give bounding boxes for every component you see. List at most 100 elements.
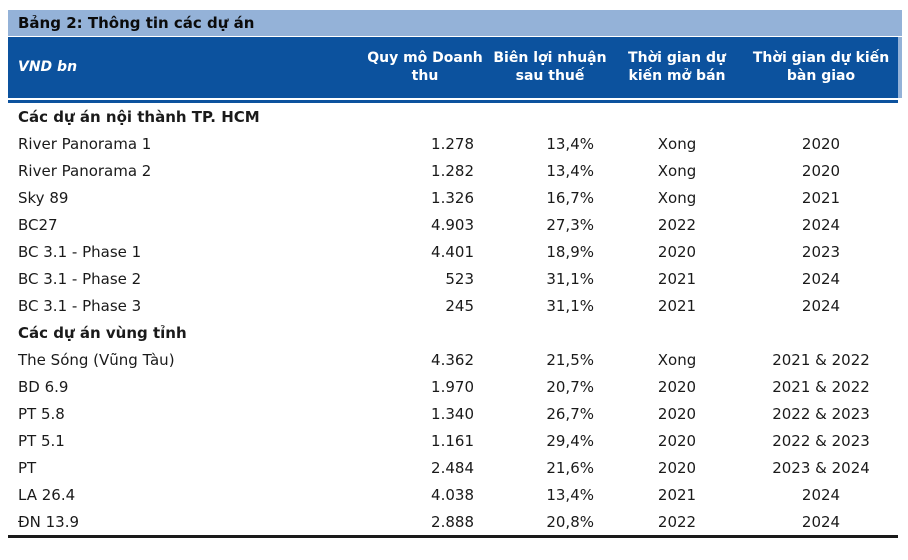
report-table: Bảng 2: Thông tin các dự án VND bn Quy m… <box>8 10 902 538</box>
handover-date-value: 2022 & 2023 <box>772 431 870 450</box>
project-name: PT 5.1 <box>18 431 65 450</box>
handover-date-value: 2023 & 2024 <box>772 458 870 477</box>
project-name: LA 26.4 <box>18 485 76 504</box>
revenue-value: 1.326 <box>431 188 474 207</box>
project-name: BD 6.9 <box>18 377 69 396</box>
revenue-value: 523 <box>445 269 474 288</box>
open-date-value: Xong <box>657 134 697 153</box>
header-revenue: Quy mô Doanh thu <box>367 50 483 84</box>
open-date-value: 2020 <box>657 242 697 261</box>
project-name: Các dự án nội thành TP. HCM <box>18 107 260 126</box>
table-row: ĐN 13.9 2.888 20,8% 2022 2024 <box>8 508 898 535</box>
project-name: The Sóng (Vũng Tàu) <box>18 350 175 369</box>
revenue-value: 1.161 <box>431 431 474 450</box>
table-row: River Panorama 2 1.282 13,4% Xong 2020 <box>8 157 898 184</box>
margin-value: 31,1% <box>546 296 594 315</box>
project-name: BC 3.1 - Phase 3 <box>18 296 142 315</box>
margin-value: 20,8% <box>546 512 594 531</box>
header-margin: Biên lợi nhuận sau thuế <box>493 50 607 84</box>
open-date-value: 2021 <box>657 269 697 288</box>
table-row: BC27 4.903 27,3% 2022 2024 <box>8 211 898 238</box>
table-row: PT 2.484 21,6% 2020 2023 & 2024 <box>8 454 898 481</box>
open-date-value: 2021 <box>657 296 697 315</box>
revenue-value: 1.340 <box>431 404 474 423</box>
table-title-bar: Bảng 2: Thông tin các dự án <box>8 10 902 36</box>
handover-date-value: 2024 <box>801 215 841 234</box>
open-date-value: 2020 <box>657 431 697 450</box>
margin-value: 29,4% <box>546 431 594 450</box>
table-row: BC 3.1 - Phase 3 245 31,1% 2021 2024 <box>8 292 898 319</box>
handover-date-value: 2024 <box>801 512 841 531</box>
margin-value: 31,1% <box>546 269 594 288</box>
handover-date-value: 2024 <box>801 296 841 315</box>
revenue-value: 1.278 <box>431 134 474 153</box>
project-name: BC 3.1 - Phase 1 <box>18 242 142 261</box>
open-date-value: Xong <box>657 350 697 369</box>
project-name: BC27 <box>18 215 58 234</box>
table-row: PT 5.8 1.340 26,7% 2020 2022 & 2023 <box>8 400 898 427</box>
table-body: Các dự án nội thành TP. HCM River Panora… <box>8 103 898 535</box>
handover-date-value: 2020 <box>801 161 841 180</box>
open-date-value: 2022 <box>657 215 697 234</box>
header-open-date: Thời gian dự kiến mở bán <box>628 50 726 84</box>
header-rule <box>8 100 898 103</box>
handover-date-value: 2023 <box>801 242 841 261</box>
handover-date-value: 2021 & 2022 <box>772 377 870 396</box>
section-row: Các dự án nội thành TP. HCM <box>8 103 898 130</box>
table-title: Bảng 2: Thông tin các dự án <box>18 14 255 32</box>
table-row: BC 3.1 - Phase 2 523 31,1% 2021 2024 <box>8 265 898 292</box>
table-row: The Sóng (Vũng Tàu) 4.362 21,5% Xong 202… <box>8 346 898 373</box>
revenue-value: 4.903 <box>431 215 474 234</box>
handover-date-value: 2021 <box>801 188 841 207</box>
project-name: BC 3.1 - Phase 2 <box>18 269 142 288</box>
revenue-value: 1.282 <box>431 161 474 180</box>
revenue-value: 2.484 <box>431 458 474 477</box>
margin-value: 13,4% <box>546 134 594 153</box>
project-name: Sky 89 <box>18 188 69 207</box>
revenue-value: 4.038 <box>431 485 474 504</box>
project-name: River Panorama 2 <box>18 161 152 180</box>
revenue-value: 2.888 <box>431 512 474 531</box>
header-unit: VND bn <box>18 58 78 75</box>
project-name: River Panorama 1 <box>18 134 152 153</box>
margin-value: 20,7% <box>546 377 594 396</box>
margin-value: 27,3% <box>546 215 594 234</box>
header-handover-date: Thời gian dự kiến bàn giao <box>752 50 890 84</box>
project-name: PT <box>18 458 37 477</box>
handover-date-value: 2024 <box>801 485 841 504</box>
margin-value: 13,4% <box>546 161 594 180</box>
header-gap <box>8 98 898 100</box>
open-date-value: 2020 <box>657 377 697 396</box>
open-date-value: 2020 <box>657 458 697 477</box>
handover-date-value: 2020 <box>801 134 841 153</box>
table-row: BD 6.9 1.970 20,7% 2020 2021 & 2022 <box>8 373 898 400</box>
margin-value: 21,6% <box>546 458 594 477</box>
table-row: LA 26.4 4.038 13,4% 2021 2024 <box>8 481 898 508</box>
table-row: BC 3.1 - Phase 1 4.401 18,9% 2020 2023 <box>8 238 898 265</box>
project-name: Các dự án vùng tỉnh <box>18 323 187 342</box>
handover-date-value: 2021 & 2022 <box>772 350 870 369</box>
margin-value: 21,5% <box>546 350 594 369</box>
handover-date-value: 2022 & 2023 <box>772 404 870 423</box>
margin-value: 16,7% <box>546 188 594 207</box>
revenue-value: 4.362 <box>431 350 474 369</box>
table-row: Sky 89 1.326 16,7% Xong 2021 <box>8 184 898 211</box>
project-name: PT 5.8 <box>18 404 65 423</box>
revenue-value: 1.970 <box>431 377 474 396</box>
table-row: PT 5.1 1.161 29,4% 2020 2022 & 2023 <box>8 427 898 454</box>
open-date-value: Xong <box>657 161 697 180</box>
column-header-row: VND bn Quy mô Doanh thu Biên lợi nhuận s… <box>8 37 898 98</box>
project-name: ĐN 13.9 <box>18 512 80 531</box>
column-header-wrap: VND bn Quy mô Doanh thu Biên lợi nhuận s… <box>8 37 902 98</box>
open-date-value: 2021 <box>657 485 697 504</box>
revenue-value: 4.401 <box>431 242 474 261</box>
open-date-value: Xong <box>657 188 697 207</box>
revenue-value: 245 <box>445 296 474 315</box>
margin-value: 13,4% <box>546 485 594 504</box>
section-row: Các dự án vùng tỉnh <box>8 319 898 346</box>
margin-value: 18,9% <box>546 242 594 261</box>
margin-value: 26,7% <box>546 404 594 423</box>
open-date-value: 2022 <box>657 512 697 531</box>
table-bottom-rule <box>8 535 898 538</box>
open-date-value: 2020 <box>657 404 697 423</box>
